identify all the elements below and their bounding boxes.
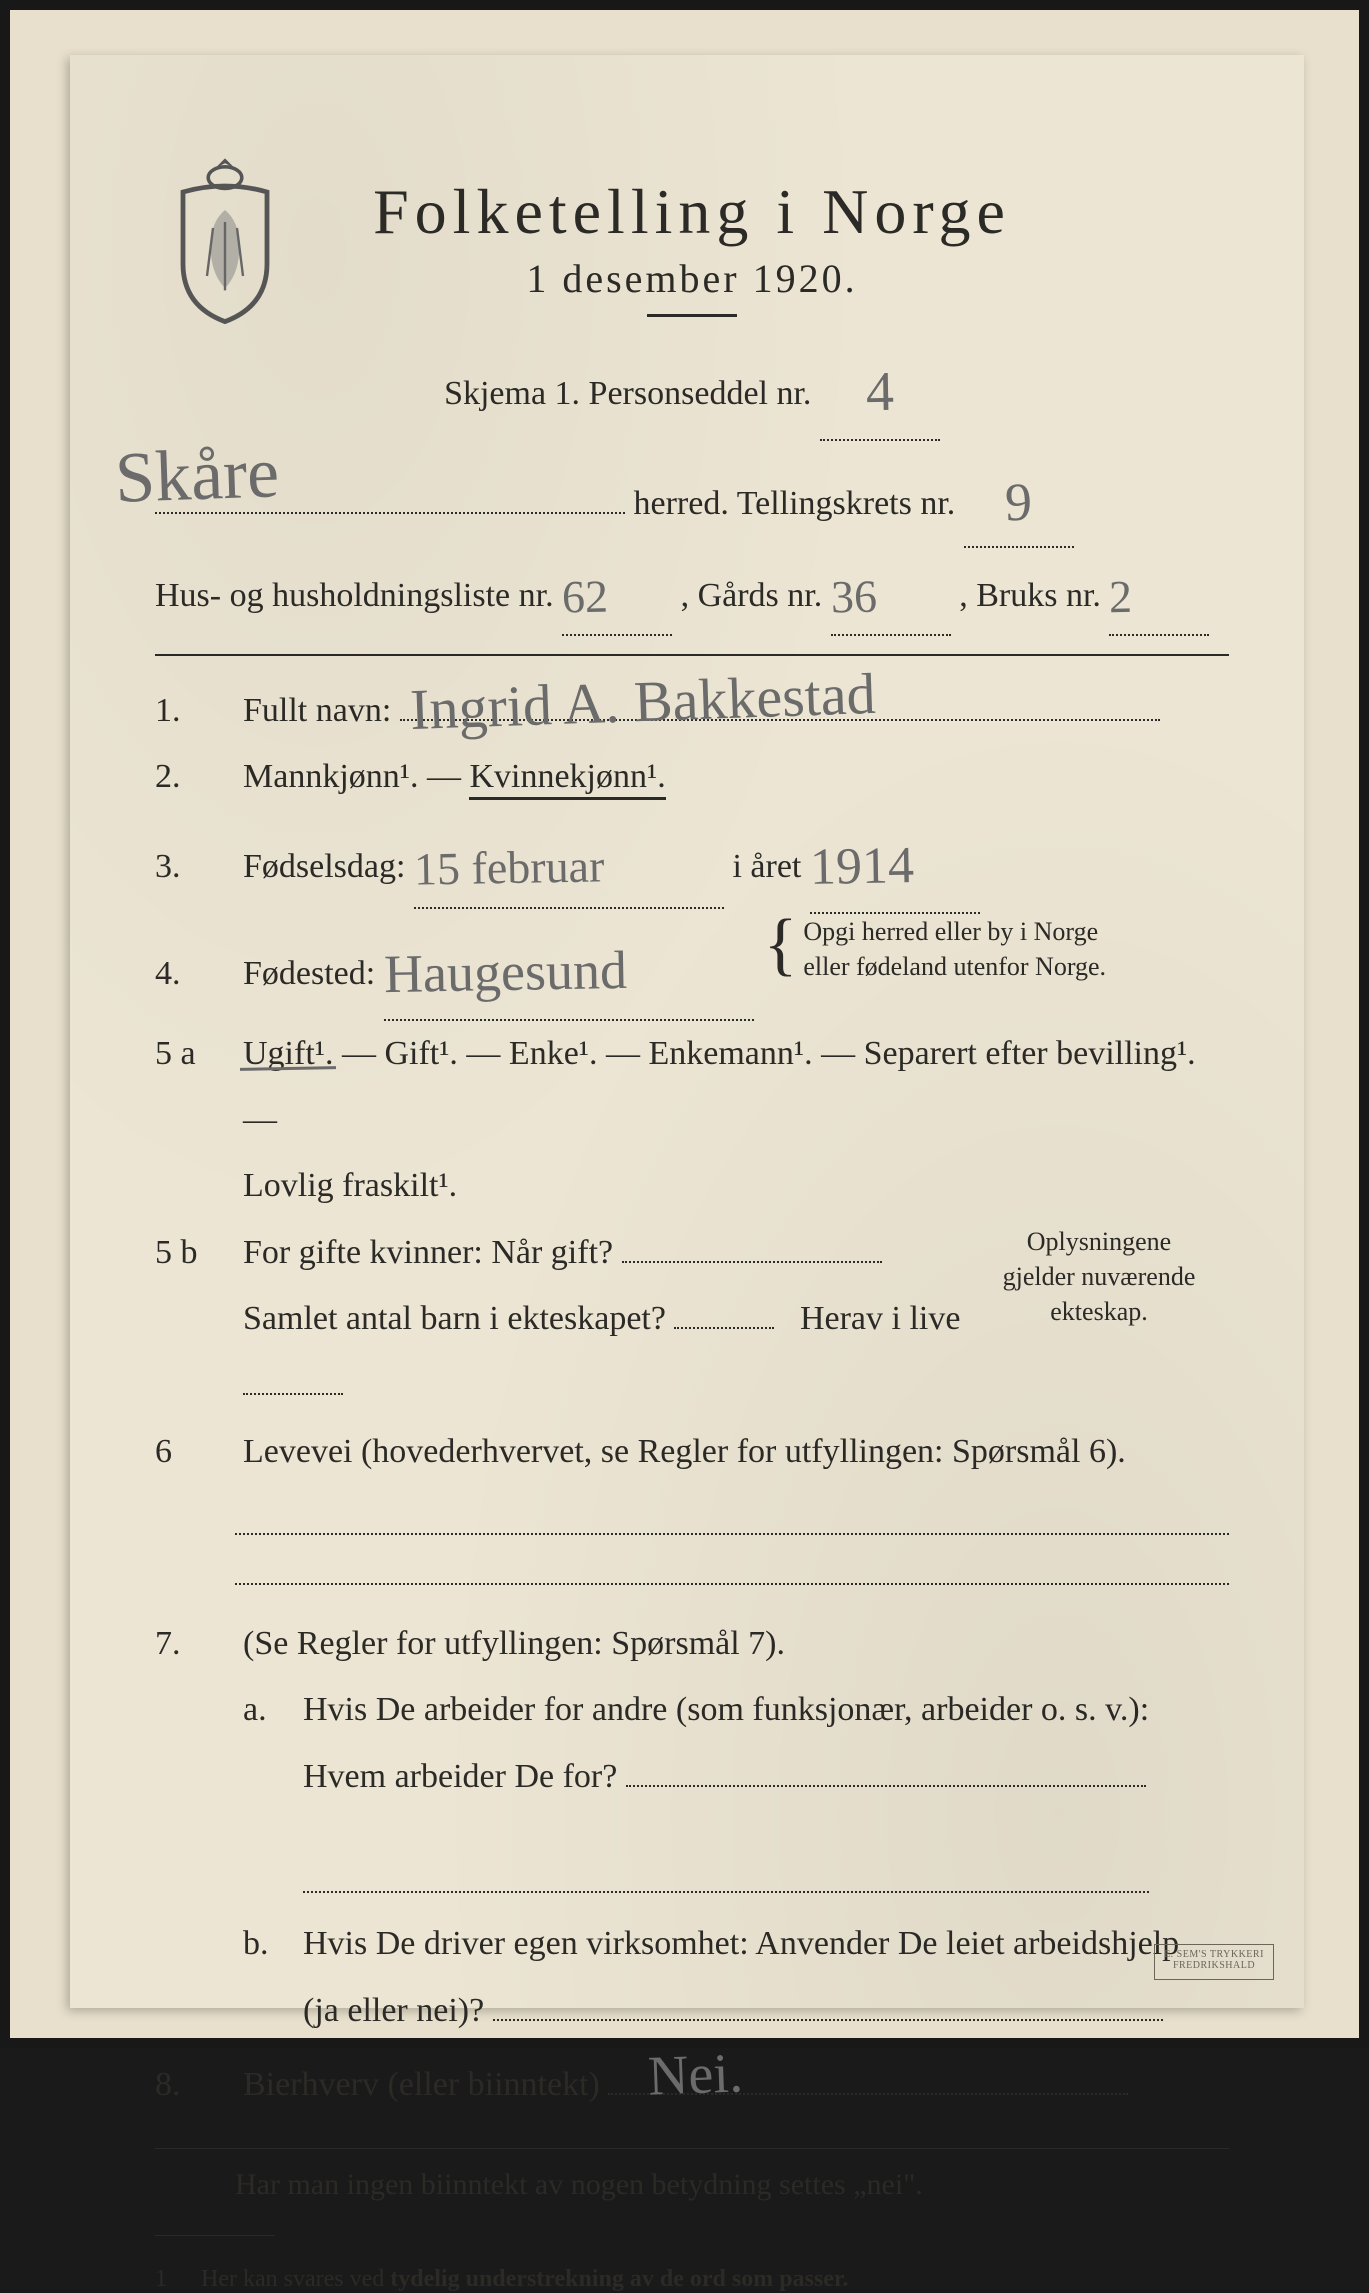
q8-num: 8. <box>155 2052 215 2118</box>
skjema-label: Skjema 1. Personseddel nr. <box>444 375 811 412</box>
footnote: 1 Her kan svares ved tydelig understrekn… <box>155 2266 1229 2293</box>
q5b-n2: gjelder nuværende <box>1003 1262 1196 1291</box>
q4-note: Opgi herred eller by i Norge eller fødel… <box>803 914 1106 984</box>
footnote-rule <box>155 2235 275 2236</box>
q7a-2: Hvem arbeider De for? <box>303 1758 617 1795</box>
husliste-line: Hus- og husholdningsliste nr. 62 , Gårds… <box>155 548 1229 635</box>
q1: 1. Fullt navn: Ingrid A. Bakkestad <box>155 678 1229 744</box>
scan-frame: Folketelling i Norge 1 desember 1920. Sk… <box>0 0 1369 2048</box>
census-form: Folketelling i Norge 1 desember 1920. Sk… <box>70 55 1304 2008</box>
q7a-1: Hvis De arbeider for andre (som funksjon… <box>303 1691 1149 1728</box>
q2-female: Kvinnekjønn¹. <box>469 758 665 800</box>
husliste-label: Hus- og husholdningsliste nr. <box>155 577 554 614</box>
q5a-num: 5 a <box>155 1021 215 1087</box>
tellingskrets-nr: 9 <box>1004 452 1033 552</box>
q7: 7. (Se Regler for utfyllingen: Spørsmål … <box>155 1611 1229 2044</box>
stamp-2: FREDRIKSHALD <box>1173 1960 1255 1971</box>
q6-blank-2 <box>235 1581 1229 1585</box>
footnote-num: 1 <box>155 2266 195 2293</box>
q3-num: 3. <box>155 834 215 900</box>
q5b-n3: ekteskap. <box>1050 1297 1147 1326</box>
form-date: 1 desember 1920. <box>155 255 1229 302</box>
q5a: 5 a Ugift¹. — Gift¹. — Enke¹. — Enkemann… <box>155 1021 1229 1220</box>
q4-num: 4. <box>155 941 215 1007</box>
q2-num: 2. <box>155 744 215 810</box>
q5b-n1: Oplysningene <box>1027 1227 1171 1256</box>
form-header: Folketelling i Norge 1 desember 1920. Sk… <box>155 175 1229 441</box>
skjema-line: Skjema 1. Personseddel nr. 4 <box>155 335 1229 441</box>
gard-nr: 36 <box>830 554 877 640</box>
title-divider <box>647 314 737 317</box>
gard-label: , Gårds nr. <box>681 577 823 614</box>
q7b-num: b. <box>243 1911 283 2044</box>
q3: 3. Fødselsdag: 15 februar i året 1914 <box>155 810 1229 913</box>
herred-label: herred. Tellingskrets nr. <box>634 485 956 522</box>
q4: 4. Fødested: Haugesund { Opgi herred ell… <box>155 914 1229 1021</box>
q3-label: Fødselsdag: <box>243 848 405 885</box>
q4-label: Fødested: <box>243 955 375 992</box>
q8: 8. Bierhverv (eller biinntekt) Nei. <box>155 2052 1229 2118</box>
bruk-label: , Bruks nr. <box>959 577 1101 614</box>
q4-note-1: Opgi herred eller by i Norge <box>803 917 1098 946</box>
stamp-1: E. SEM'S TRYKKERI <box>1164 1949 1264 1960</box>
q3-year: 1914 <box>809 815 915 918</box>
coat-of-arms-icon <box>165 155 285 325</box>
tail-rule <box>155 2148 1229 2149</box>
husliste-nr: 62 <box>561 554 608 640</box>
q5b-sidenote: Oplysningene gjelder nuværende ekteskap. <box>969 1224 1229 1329</box>
printer-stamp: E. SEM'S TRYKKERI FREDRIKSHALD <box>1154 1944 1274 1980</box>
q5b-l2a: Samlet antal barn i ekteskapet? <box>243 1300 666 1337</box>
q5a-text: Ugift¹. — Gift¹. — Enke¹. — Enkemann¹. —… <box>243 1035 1196 1138</box>
q1-label: Fullt navn: <box>243 692 391 729</box>
q5b-num: 5 b <box>155 1220 215 1286</box>
bruk-nr: 2 <box>1109 554 1133 639</box>
q5b-l1: For gifte kvinner: Når gift? <box>243 1234 613 1271</box>
q6-num: 6 <box>155 1419 215 1485</box>
q7a-num: a. <box>243 1677 283 1893</box>
brace-icon: { <box>764 924 798 966</box>
herred-line: Skåre herred. Tellingskrets nr. 9 <box>155 447 1229 549</box>
personseddel-nr: 4 <box>865 341 895 445</box>
q1-value: Ingrid A. Bakkestad <box>408 637 877 766</box>
q8-value: Nei. <box>646 2020 745 2132</box>
q7-head: (Se Regler for utfyllingen: Spørsmål 7). <box>243 1625 785 1662</box>
q6-blank-1 <box>235 1531 1229 1535</box>
q4-value: Haugesund <box>383 917 628 1027</box>
q7b-1: Hvis De driver egen virksomhet: Anvender… <box>303 1925 1179 1962</box>
q7-num: 7. <box>155 1611 215 1677</box>
q3-mid: i året <box>732 848 801 885</box>
q6: 6 Levevei (hovederhvervet, se Regler for… <box>155 1419 1229 1485</box>
q6-label: Levevei (hovederhvervet, se Regler for u… <box>243 1433 1126 1470</box>
form-title: Folketelling i Norge <box>155 175 1229 249</box>
q3-day: 15 februar <box>413 822 605 915</box>
q5b-l2b: Herav i live <box>800 1300 961 1337</box>
q2-male: Mannkjønn¹. <box>243 758 418 795</box>
q1-num: 1. <box>155 678 215 744</box>
q4-note-2: eller fødeland utenfor Norge. <box>803 952 1106 981</box>
tail-line: Har man ingen biinntekt av nogen betydni… <box>235 2157 1229 2213</box>
q5b: 5 b Oplysningene gjelder nuværende ektes… <box>155 1220 1229 1419</box>
q8-label: Bierhverv (eller biinntekt) <box>243 2066 600 2103</box>
q5a-cont: Lovlig fraskilt¹. <box>243 1167 457 1204</box>
q7b-2: (ja eller nei)? <box>303 1992 484 2029</box>
